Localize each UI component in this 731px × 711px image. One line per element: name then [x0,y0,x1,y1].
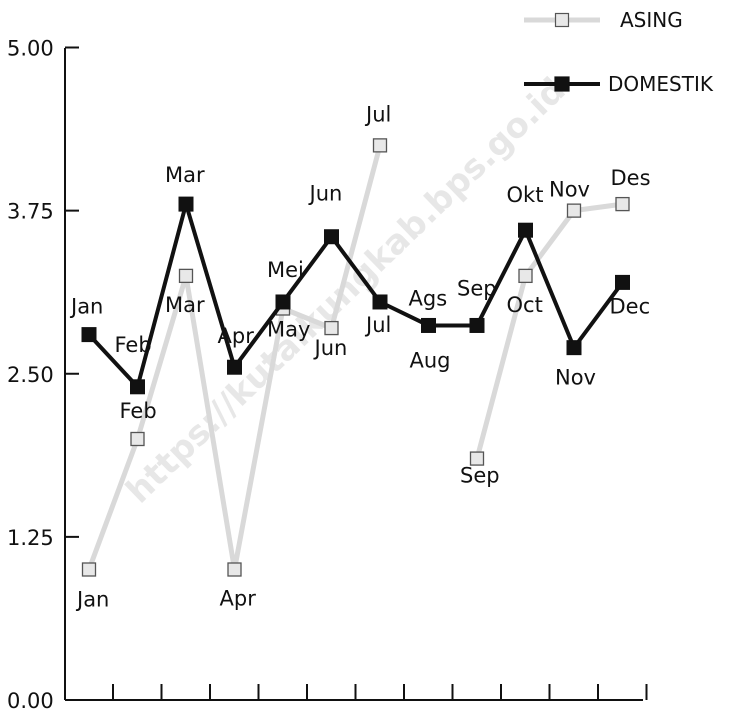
data-point-asing [130,431,145,447]
series-layer [81,138,630,577]
data-label: Nov [555,366,596,390]
data-label: Jul [364,313,391,337]
data-label: Oct [507,293,543,317]
data-label: Feb [115,333,152,357]
data-label: Sep [460,464,500,488]
data-label: Mar [165,293,205,317]
data-label: Mei [267,258,304,282]
data-point-domestik [615,274,630,290]
data-label: Feb [120,399,157,423]
data-point-asing [178,268,194,284]
legend: ASING DOMESTIK [524,8,714,96]
data-label: Des [611,166,651,190]
data-point-asing [469,451,485,466]
data-label: May [267,318,310,342]
data-label: Okt [507,183,544,207]
data-point-asing [566,203,582,218]
data-point-asing [81,562,97,577]
data-point-domestik [421,317,436,333]
series-line-domestik [87,196,625,391]
y-ticks: 0.00 1.25 2.50 3.75 5.00 [7,37,79,711]
legend-marker [554,76,570,92]
data-point-domestik [324,229,339,245]
data-label: Jan [75,588,109,612]
data-point-domestik [178,196,194,212]
legend-item-asing: ASING [524,8,683,32]
legend-label: DOMESTIK [608,72,714,96]
series-line-asing [474,201,623,460]
y-tick-label: 2.50 [7,363,54,387]
data-point-asing [518,268,533,284]
data-point-domestik [81,327,97,343]
series-domestik [81,196,630,395]
data-point-domestik [566,340,582,356]
data-label: Jul [364,102,391,126]
legend-label: ASING [620,8,683,32]
data-label: Sep [457,276,497,300]
data-label: Apr [220,587,257,611]
legend-item-domestik: DOMESTIK [524,72,714,96]
series-asing [81,138,630,577]
data-label: Apr [218,324,255,348]
data-point-asing [227,562,242,577]
data-label: Aug [410,348,451,372]
data-point-domestik [469,317,485,333]
data-label: Jun [308,182,343,206]
data-label: Ags [409,286,448,310]
x-ticks [112,684,648,700]
y-tick-label: 0.00 [7,689,54,711]
data-point-domestik [275,294,291,310]
y-tick-label: 1.25 [7,526,54,550]
data-point-asing [372,138,388,153]
y-tick-label: 5.00 [7,37,54,61]
y-tick-label: 3.75 [7,200,54,224]
data-label: Nov [549,178,590,202]
data-point-domestik [372,294,388,310]
data-label: Mar [165,163,205,187]
data-point-domestik [227,359,242,375]
data-point-asing [324,320,339,336]
data-label: Dec [610,294,651,318]
data-point-domestik [130,379,145,395]
data-point-domestik [518,222,533,238]
legend-marker [554,12,570,28]
data-point-asing [615,196,630,212]
data-label: Jun [313,336,348,360]
data-label: Jan [69,295,103,319]
